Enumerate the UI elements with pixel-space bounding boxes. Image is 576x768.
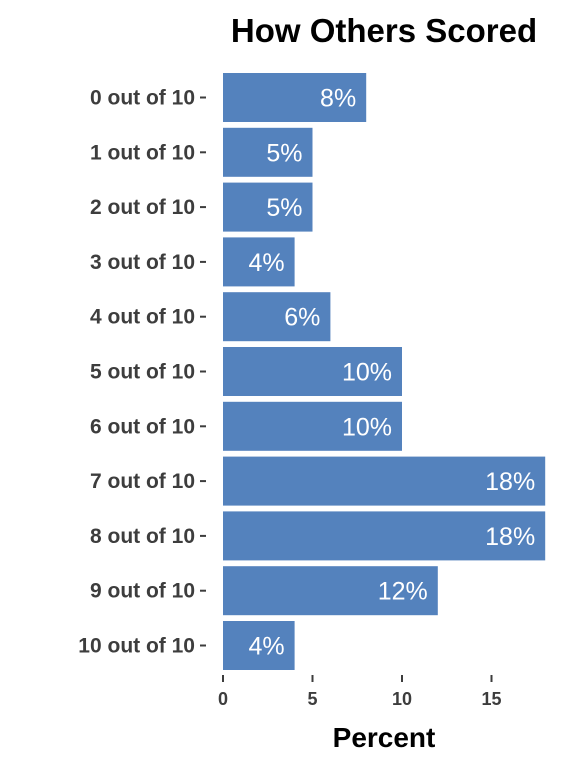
x-tick-label: 10: [392, 689, 412, 709]
y-axis-labels: 0 out of 10 1 out of 10 2 out of 10 3 out o…: [78, 87, 206, 658]
bars-group: 8%5%5%4%6%10%10%18%18%12%4%: [223, 73, 546, 670]
x-axis-label: Percent: [333, 722, 436, 753]
y-tick-label: 3 out of 10: [90, 251, 195, 274]
y-tick-label: 1 out of 10: [90, 141, 195, 164]
bar: [223, 347, 402, 396]
x-tick-label: 15: [481, 689, 501, 709]
y-tick-label: 10 out of 10: [78, 635, 195, 658]
y-tick-label: 7 out of 10: [90, 470, 195, 493]
chart-title: How Others Scored: [231, 12, 537, 49]
x-tick-label: 5: [307, 689, 317, 709]
x-tick-label: 0: [218, 689, 228, 709]
data-label: 5%: [266, 194, 302, 222]
data-label: 8%: [320, 85, 356, 113]
bar: [223, 621, 295, 670]
x-axis: 0 5 10 15: [218, 675, 502, 709]
bar: [223, 237, 295, 287]
data-label: 4%: [248, 249, 284, 277]
bar: [223, 127, 313, 177]
y-tick-label: 4 out of 10: [90, 306, 195, 329]
y-tick-label: 9 out of 10: [90, 580, 195, 603]
data-label: 18%: [485, 468, 535, 496]
bar: [223, 511, 546, 561]
data-label: 10%: [342, 413, 392, 441]
y-tick-label: 5 out of 10: [90, 361, 195, 384]
y-tick-label: 0 out of 10: [90, 87, 195, 110]
y-tick-label: 2 out of 10: [90, 196, 195, 219]
data-label: 4%: [248, 633, 284, 661]
bar: [223, 292, 331, 342]
bar: [223, 73, 367, 122]
data-label: 6%: [284, 304, 320, 332]
data-label: 5%: [266, 139, 302, 167]
bar: [223, 401, 402, 451]
data-label: 12%: [378, 578, 428, 606]
bar: [223, 182, 313, 232]
y-tick-label: 8 out of 10: [90, 525, 195, 548]
data-label: 10%: [342, 359, 392, 387]
bar: [223, 456, 546, 506]
y-tick-label: 6 out of 10: [90, 415, 195, 438]
bar: [223, 566, 438, 616]
data-label: 18%: [485, 523, 535, 551]
